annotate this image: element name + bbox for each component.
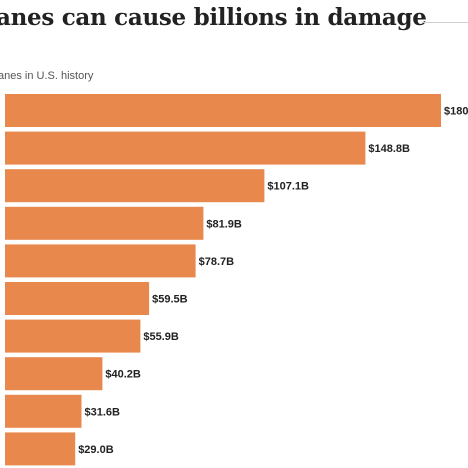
bar-value-label: $180 bbox=[444, 106, 468, 118]
bar bbox=[5, 394, 82, 428]
bar-value-label: $29.0B bbox=[78, 444, 114, 456]
chart-title: anes can cause billions in damage bbox=[0, 4, 427, 31]
bar bbox=[5, 244, 196, 278]
bar-value-label: $148.8B bbox=[368, 143, 410, 155]
bar-value-label: $78.7B bbox=[199, 256, 235, 268]
bar-value-label: $40.2B bbox=[105, 369, 141, 381]
bar-value-label: $81.9B bbox=[206, 218, 242, 230]
bar bbox=[5, 94, 441, 127]
bar bbox=[5, 131, 366, 165]
bar bbox=[5, 432, 76, 466]
bar-value-label: $59.5B bbox=[152, 294, 188, 306]
bar-value-label: $55.9B bbox=[143, 331, 179, 343]
bar bbox=[5, 282, 150, 315]
title-divider bbox=[422, 22, 468, 23]
bar bbox=[5, 357, 103, 391]
chart-subtitle: anes in U.S. history bbox=[0, 70, 94, 82]
bar bbox=[5, 319, 141, 353]
bar-value-label: $107.1B bbox=[267, 181, 309, 193]
bar bbox=[5, 169, 265, 203]
bar bbox=[5, 206, 204, 240]
bar-value-label: $31.6B bbox=[85, 406, 121, 418]
